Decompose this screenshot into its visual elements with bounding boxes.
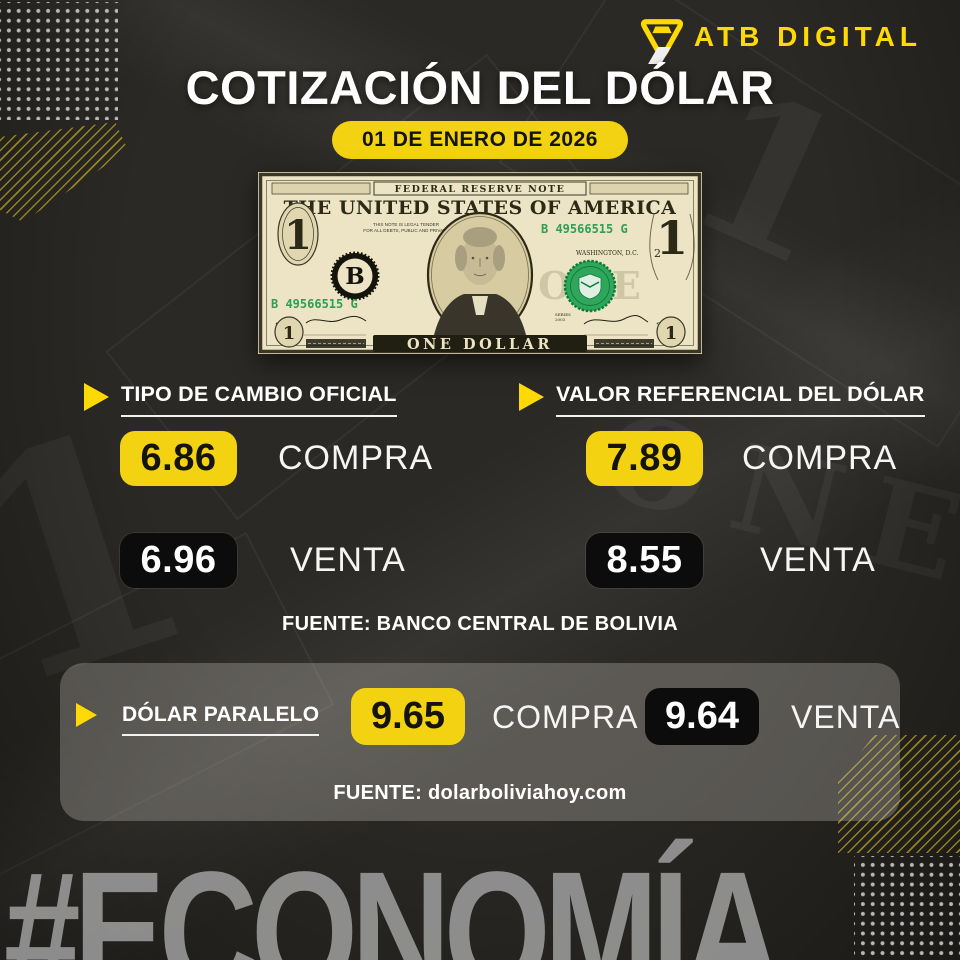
hashtag-economia: #ECONOMÍA xyxy=(4,835,782,960)
bill-plate-tr: 2 xyxy=(654,247,661,260)
official-buy-label: COMPRA xyxy=(278,439,434,477)
official-sell-badge: 6.96 xyxy=(120,533,237,588)
dollar-bill-image: FEDERAL RESERVE NOTE THE UNITED STATES O… xyxy=(258,172,702,354)
bill-value-br: 1 xyxy=(665,323,678,344)
bill-city: WASHINGTON, D.C. xyxy=(576,250,638,257)
bill-banner-top: FEDERAL RESERVE NOTE xyxy=(395,184,566,195)
dot-grid-top-left xyxy=(0,2,118,120)
parallel-panel: DÓLAR PARALELO 9.65 COMPRA 9.64 VENTA FU… xyxy=(60,663,900,821)
referential-section-header: VALOR REFERENCIAL DEL DÓLAR xyxy=(519,382,925,417)
referential-buy-row: 7.89 COMPRA xyxy=(586,431,897,486)
triangle-bullet-icon xyxy=(519,383,544,411)
parallel-sell-label: VENTA xyxy=(791,699,901,735)
bill-legal-1: THIS NOTE IS LEGAL TENDER xyxy=(373,222,440,227)
bill-legal-2: FOR ALL DEBTS, PUBLIC AND PRIVATE xyxy=(363,228,448,233)
referential-buy-label: COMPRA xyxy=(742,439,898,477)
atb-logo-text: ATB DIGITAL xyxy=(693,21,922,52)
parallel-source: FUENTE: dolarboliviahoy.com xyxy=(333,782,627,804)
referential-sell-label: VENTA xyxy=(760,541,876,579)
official-title: TIPO DE CAMBIO OFICIAL xyxy=(121,382,397,417)
bill-seal-letter: B xyxy=(345,263,364,290)
bill-serial-right: B 49566515 G xyxy=(541,222,628,236)
parallel-title: DÓLAR PARALELO xyxy=(122,703,320,736)
dot-grid-bottom-right xyxy=(854,856,960,960)
referential-sell-row: 8.55 VENTA xyxy=(586,533,876,588)
atb-digital-logo: ATB DIGITAL xyxy=(639,16,922,58)
bill-value-bl: 1 xyxy=(283,323,296,344)
page-title: COTIZACIÓN DEL DÓLAR xyxy=(185,61,775,114)
bill-series-word: SERIES xyxy=(555,312,571,317)
official-source: FUENTE: BANCO CENTRAL DE BOLIVIA xyxy=(282,613,678,635)
parallel-buy-label: COMPRA xyxy=(492,699,639,735)
triangle-bullet-icon xyxy=(76,703,97,727)
bill-denomination: ONE DOLLAR xyxy=(407,336,553,353)
referential-sell-badge: 8.55 xyxy=(586,533,703,588)
parallel-sell-badge: 9.64 xyxy=(645,688,759,745)
official-sell-label: VENTA xyxy=(290,541,406,579)
official-buy-badge: 6.86 xyxy=(120,431,237,486)
official-buy-row: 6.86 COMPRA xyxy=(120,431,433,486)
referential-title: VALOR REFERENCIAL DEL DÓLAR xyxy=(556,382,925,417)
date-badge: 01 DE ENERO DE 2026 xyxy=(332,121,628,159)
bill-country: THE UNITED STATES OF AMERICA xyxy=(284,197,677,219)
bill-value-tl: 1 xyxy=(284,212,312,259)
official-section-header: TIPO DE CAMBIO OFICIAL xyxy=(84,382,397,417)
parallel-buy-badge: 9.65 xyxy=(351,688,465,745)
triangle-bullet-icon xyxy=(84,383,109,411)
official-sell-row: 6.96 VENTA xyxy=(120,533,406,588)
bill-series-year: 2003 xyxy=(555,317,566,322)
bill-value-tr: 1 xyxy=(656,211,688,265)
bill-serial-left: B 49566515 G xyxy=(271,297,358,311)
date-badge-wrap: 01 DE ENERO DE 2026 xyxy=(0,121,960,159)
referential-buy-badge: 7.89 xyxy=(586,431,703,486)
